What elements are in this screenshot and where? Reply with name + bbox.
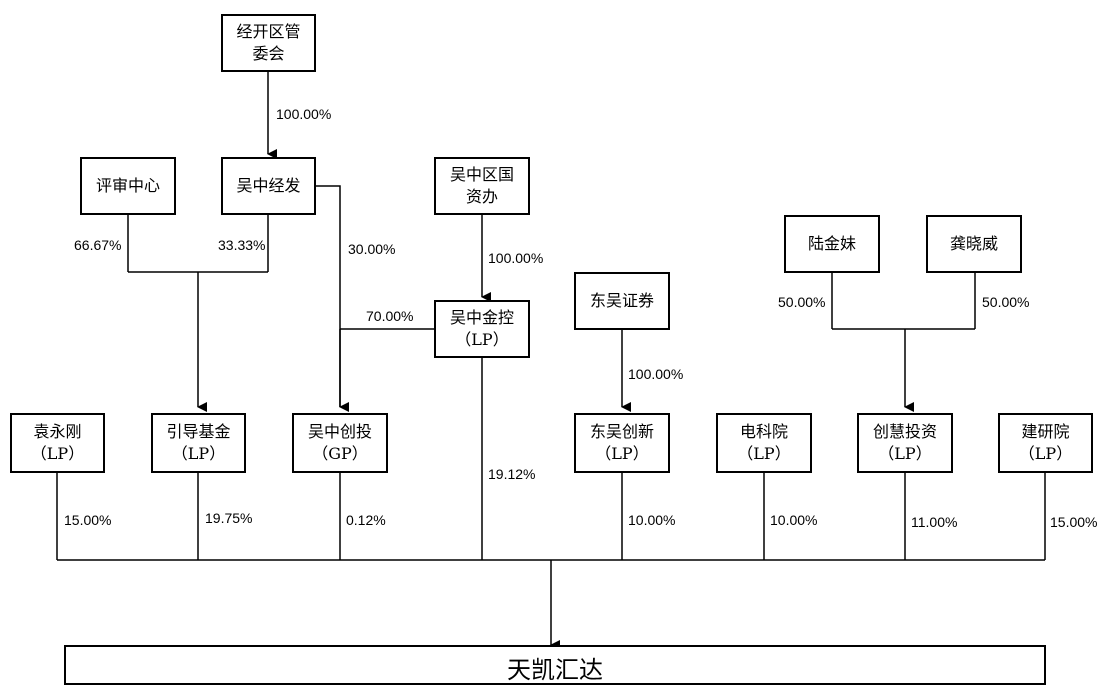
- pct-chuanghui-target: 11.00%: [911, 514, 958, 530]
- pct-jingfa-yindao: 33.33%: [218, 237, 266, 253]
- entity-role: （GP）: [312, 444, 368, 463]
- entity-name: 东吴证券: [589, 291, 654, 310]
- entity-role: （LP）: [455, 330, 509, 349]
- line-jingfa-chuangtou: [316, 185, 341, 407]
- pct-jingfa-chuangtou: 30.00%: [348, 241, 396, 257]
- pct-gongxiaowei-chuanghui: 50.00%: [982, 294, 1030, 310]
- entity-role: （LP）: [737, 444, 791, 463]
- pct-jingkaiqu-jingfa: 100.00%: [276, 106, 332, 122]
- entity-target[interactable]: 天凯汇达: [64, 645, 1046, 685]
- entity-name: 东吴创新: [589, 422, 654, 441]
- entity-name-cont: 委会: [252, 44, 285, 63]
- entity-name: 创慧投资: [872, 422, 937, 441]
- entity-name: 经开区管: [236, 22, 301, 41]
- entity-dongwuchuangxin[interactable]: 东吴创新 （LP）: [574, 413, 670, 473]
- entity-name: 吴中区国: [449, 165, 514, 184]
- entity-dongwuzhengquan[interactable]: 东吴证券: [574, 272, 670, 330]
- entity-name: 引导基金: [166, 422, 231, 441]
- entity-name: 天凯汇达: [507, 656, 603, 684]
- pct-pingshen-yindao: 66.67%: [74, 237, 122, 253]
- entity-guoziban[interactable]: 吴中区国 资办: [434, 157, 530, 215]
- entity-role: （LP）: [30, 444, 85, 463]
- entity-role: （LP）: [878, 444, 932, 463]
- ownership-connectors: [56, 72, 1046, 650]
- pct-zhengquan-chuangxin: 100.00%: [628, 366, 684, 382]
- pct-jinkong-chuangtou: 70.00%: [366, 308, 414, 324]
- entity-name: 吴中创投: [307, 422, 372, 441]
- entity-name: 龚晓威: [949, 234, 998, 253]
- entity-jianyan[interactable]: 建研院 （LP）: [998, 413, 1093, 473]
- entity-chuanghui[interactable]: 创慧投资 （LP）: [857, 413, 953, 473]
- entity-wuzhongchuangtou[interactable]: 吴中创投 （GP）: [292, 413, 388, 473]
- entity-role: （LP）: [1018, 444, 1073, 463]
- entity-gongxiaowei[interactable]: 龚晓威: [926, 215, 1022, 273]
- entity-lujinmei[interactable]: 陆金妹: [784, 215, 880, 273]
- pct-guoziban-jinkong: 100.00%: [488, 250, 544, 266]
- entity-name: 吴中金控: [449, 308, 514, 327]
- pct-jinkong-target: 19.12%: [488, 466, 536, 482]
- pct-yuanyonggang-target: 15.00%: [64, 512, 112, 528]
- entity-role: （LP）: [171, 444, 226, 463]
- entity-name: 电科院: [739, 422, 788, 441]
- pct-yindao-target: 19.75%: [205, 510, 253, 526]
- entity-wuzhongjinkong[interactable]: 吴中金控 （LP）: [434, 300, 530, 358]
- entity-pingshen[interactable]: 评审中心: [80, 157, 176, 215]
- entity-name: 评审中心: [95, 176, 160, 195]
- pct-chuangtou-target: 0.12%: [346, 512, 386, 528]
- entity-name-cont: 资办: [465, 187, 498, 206]
- entity-role: （LP）: [595, 444, 649, 463]
- pct-dianke-target: 10.00%: [770, 512, 818, 528]
- entity-name: 建研院: [1021, 422, 1070, 441]
- entity-wuzhongjingfa[interactable]: 吴中经发: [221, 157, 316, 215]
- pct-lujinmei-chuanghui: 50.00%: [778, 294, 826, 310]
- entity-yuanyonggang[interactable]: 袁永刚 （LP）: [10, 413, 105, 473]
- entity-name: 陆金妹: [807, 234, 856, 253]
- pct-jianyan-target: 15.00%: [1050, 514, 1098, 530]
- pct-chuangxin-target: 10.00%: [628, 512, 676, 528]
- entity-name: 吴中经发: [236, 176, 301, 195]
- entity-dianke[interactable]: 电科院 （LP）: [716, 413, 812, 473]
- entity-jingkaiqu[interactable]: 经开区管 委会: [221, 14, 316, 72]
- entity-yindaojijin[interactable]: 引导基金 （LP）: [151, 413, 246, 473]
- entity-name: 袁永刚: [33, 422, 82, 441]
